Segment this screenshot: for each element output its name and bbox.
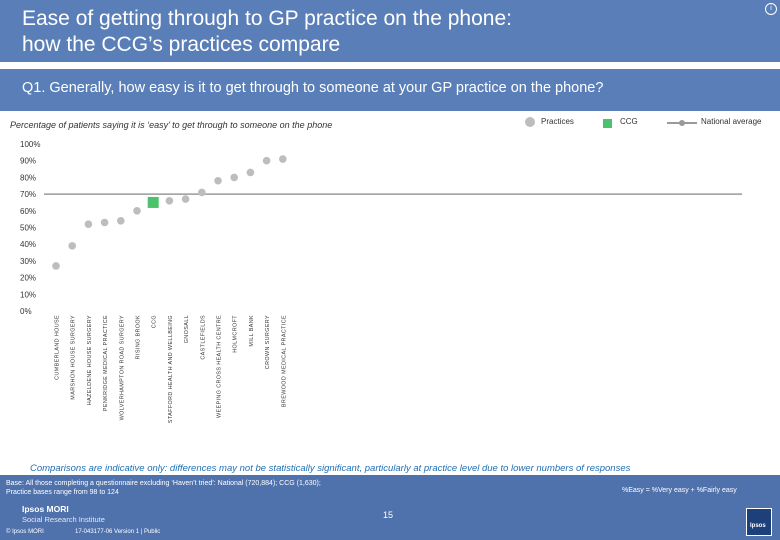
x-category-label: CCG <box>152 315 158 328</box>
y-tick-label: 70% <box>20 190 36 199</box>
y-tick-label: 80% <box>20 173 36 182</box>
chart-area: 100% 90% 80% 70% 60% 50% 40% 30% 20% 10% 0% CUMBERL… <box>20 140 742 423</box>
y-tick-label: 0% <box>20 307 32 316</box>
practice-point <box>165 196 174 205</box>
x-category-label: HAZELDENE HOUSE SURGERY <box>87 315 93 405</box>
x-category-label: MILL BANK <box>249 315 255 347</box>
x-category-label: STAFFORD HEALTH AND WELLBEING <box>168 315 174 423</box>
x-category-label: BREWOOD MEDICAL PRACTICE <box>281 315 287 407</box>
practice-point <box>181 195 190 203</box>
page-title: Ease of getting through to GP practice o… <box>22 7 512 56</box>
practice-point <box>279 155 287 163</box>
x-category-label: RISING BROOK <box>136 315 142 359</box>
practice-point <box>52 262 60 270</box>
legend-practices-marker <box>525 117 535 127</box>
y-tick-label: 90% <box>20 157 36 166</box>
title-band <box>0 0 780 62</box>
x-category-label: CASTLEFIELDS <box>200 315 206 360</box>
legend-practices-label: Practices <box>541 117 574 126</box>
x-category-label: CUMBERLAND HOUSE <box>55 315 61 380</box>
legend-national-marker <box>667 120 697 126</box>
x-category-label: PENKRIDGE MEDICAL PRACTICE <box>103 315 109 411</box>
practice-point <box>230 173 238 182</box>
x-category-label: HOLMCROFT <box>233 315 239 353</box>
y-tick-label: 50% <box>20 224 36 233</box>
ccg-point <box>147 196 159 208</box>
y-tick-label: 30% <box>20 257 36 266</box>
question-band <box>0 69 780 111</box>
page-number: 15 <box>383 510 394 520</box>
base-note: Base: All those completing a questionnai… <box>6 480 321 496</box>
legend-ccg-label: CCG <box>620 117 638 126</box>
x-category-label: WOLVERHAMPTON ROAD SURGERY <box>119 315 125 420</box>
x-category-label: WEEPING CROSS HEALTH CENTRE <box>217 315 223 418</box>
legend-national-label: National average <box>701 117 762 126</box>
practice-point <box>262 156 271 165</box>
y-tick-label: 10% <box>20 290 36 299</box>
footer-band <box>0 475 780 540</box>
easy-definition: %Easy = %Very easy + %Fairly easy <box>622 487 737 494</box>
practice-point <box>246 168 255 177</box>
y-tick-label: 20% <box>20 274 36 283</box>
practice-point <box>117 217 125 225</box>
practice-point <box>133 207 141 215</box>
info-icon[interactable]: i <box>765 3 777 15</box>
practice-point <box>198 188 206 197</box>
y-tick-label: 60% <box>20 207 36 216</box>
legend-ccg-marker <box>603 119 612 128</box>
sri-logo-text: Social Research Institute <box>22 515 105 524</box>
practice-point <box>214 176 222 185</box>
practice-point <box>100 218 109 227</box>
practice-point <box>68 242 76 250</box>
x-category-label: GNOSALL <box>184 315 190 343</box>
ipsos-badge-text: Ipsos <box>750 523 766 529</box>
y-tick-label: 100% <box>20 140 40 149</box>
comparison-note: Comparisons are indicative only: differe… <box>30 463 631 474</box>
ipsos-mori-logo: Ipsos MORI <box>22 504 69 514</box>
x-category-label: MARSHON HOUSE SURGERY <box>71 315 77 400</box>
job-number: 17-043177-06 Version 1 | Public <box>75 529 161 535</box>
band-gap <box>0 62 780 69</box>
copyright: © Ipsos MORI <box>6 529 44 535</box>
chart-subtitle: Percentage of patients saying it is ‘eas… <box>10 120 333 130</box>
question-text: Q1. Generally, how easy is it to get thr… <box>22 80 604 96</box>
y-tick-label: 40% <box>20 240 36 249</box>
ipsos-badge: Ipsos <box>746 508 772 536</box>
practice-point <box>84 220 93 228</box>
x-category-label: CROWN SURGERY <box>265 315 271 369</box>
